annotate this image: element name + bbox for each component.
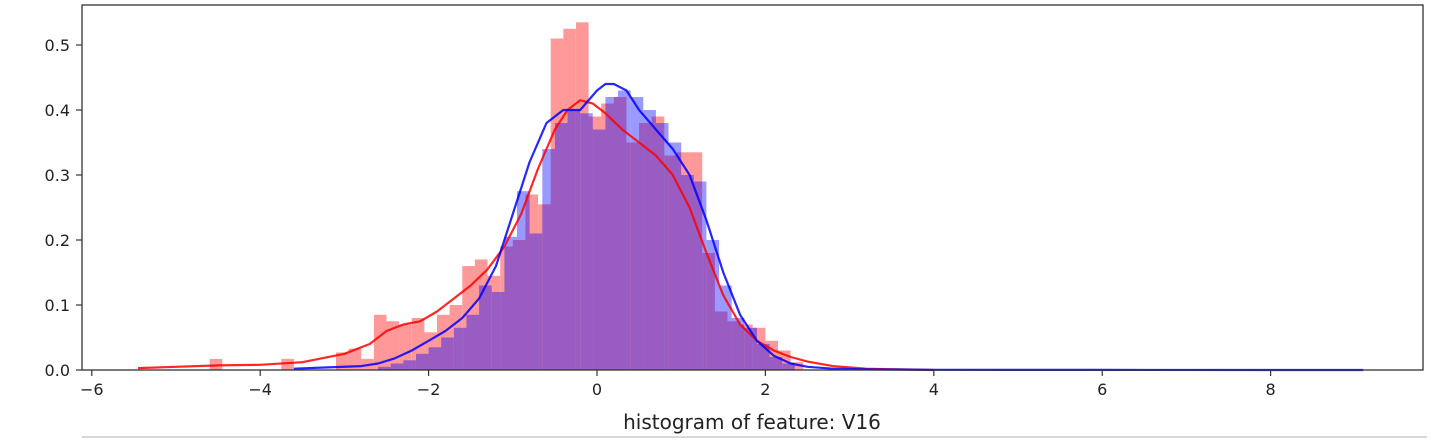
y-tick-label: 0.1 [45,296,70,315]
red-kde-line [138,99,934,372]
y-tick-label: 0.4 [45,101,70,120]
red-histogram-bar [500,246,513,370]
blue-histogram-bar [466,314,480,371]
blue-histogram-bar [769,357,783,370]
red-histogram-bar [740,324,753,370]
red-histogram-bar [399,324,412,370]
red-histogram-bar [601,103,614,370]
red-histogram-bar [651,116,665,370]
blue-histogram-bar [567,110,581,370]
blue-histogram-bar [479,285,492,370]
x-tick-label: −2 [417,380,441,399]
y-tick-label: 0.2 [45,231,70,250]
red-histogram-bar [348,348,362,370]
blue-histogram-bar [643,110,656,370]
blue-histogram-bar [504,236,517,371]
y-tick-label: 0.5 [45,36,70,55]
red-histogram-bar [437,314,450,371]
blue-histogram-bar [618,90,631,370]
blue-histogram-bar [529,233,543,370]
blue-histogram-bar [681,175,694,370]
red-histogram-bar [281,358,294,370]
blue-histogram-bar [390,363,404,370]
plot-frame [81,4,1424,371]
blue-histogram-bar [706,240,720,370]
x-tick-label: 4 [929,380,939,399]
red-histogram-bar [689,152,703,371]
red-histogram-bars [209,22,804,371]
blue-histogram-bar [403,360,416,371]
red-histogram-bar [538,204,551,371]
kde-lines [138,82,1364,372]
blue-kde-line [293,82,1364,372]
x-tick-label: 0 [592,380,602,399]
red-histogram-bar [411,318,425,370]
blue-histogram-bar [378,366,391,371]
blue-histogram-bar [428,347,442,371]
y-tick-label: 0.0 [45,361,70,380]
blue-histogram-bar [580,113,593,371]
red-histogram-bar [487,275,501,371]
x-axis: −6 −4 −2 0 2 4 6 8 [80,370,1276,399]
blue-histogram-bar [491,292,505,370]
blue-histogram-bar [592,129,606,370]
blue-histogram-bar [668,142,682,370]
y-axis: 0.0 0.1 0.2 0.3 0.4 0.5 [45,36,82,380]
x-tick-label: −4 [248,380,272,399]
red-histogram-bar [336,352,349,370]
red-histogram-bar [626,142,640,370]
blue-histogram-bar [416,353,429,371]
blue-histogram-bar [517,191,530,370]
blue-histogram-bar [542,149,555,370]
red-histogram-bar [702,253,715,370]
red-histogram-bar [512,240,526,370]
red-histogram-bar [790,362,804,370]
red-histogram-bar [677,152,690,371]
blue-histogram-bar [441,337,454,370]
red-histogram-bar [525,194,538,370]
red-histogram-bar [563,28,576,371]
red-histogram-bar [613,97,627,370]
divider [82,436,1427,438]
blue-histogram-bars [378,90,795,371]
red-histogram-bar [373,314,387,371]
blue-histogram-bar [630,97,644,370]
blue-histogram-bar [782,363,795,370]
blue-histogram-bar [693,181,707,370]
red-histogram-bar [727,321,741,371]
red-histogram-bar [588,116,602,370]
blue-histogram-bar [605,97,618,370]
blue-histogram-bar [453,327,467,371]
red-histogram-bar [714,311,728,370]
x-tick-label: 6 [1097,380,1107,399]
blue-histogram-bar [731,318,745,370]
x-tick-label: 2 [760,380,770,399]
red-histogram-bar [462,266,475,370]
blue-histogram-bar [655,123,669,370]
x-tick-label: −6 [80,380,104,399]
y-tick-label: 0.3 [45,166,70,185]
x-tick-label: 8 [1266,380,1276,399]
blue-histogram-bar [554,123,568,370]
red-histogram-bar [639,123,652,370]
x-axis-title: histogram of feature: V16 [623,410,881,434]
red-histogram-bar [664,155,677,370]
